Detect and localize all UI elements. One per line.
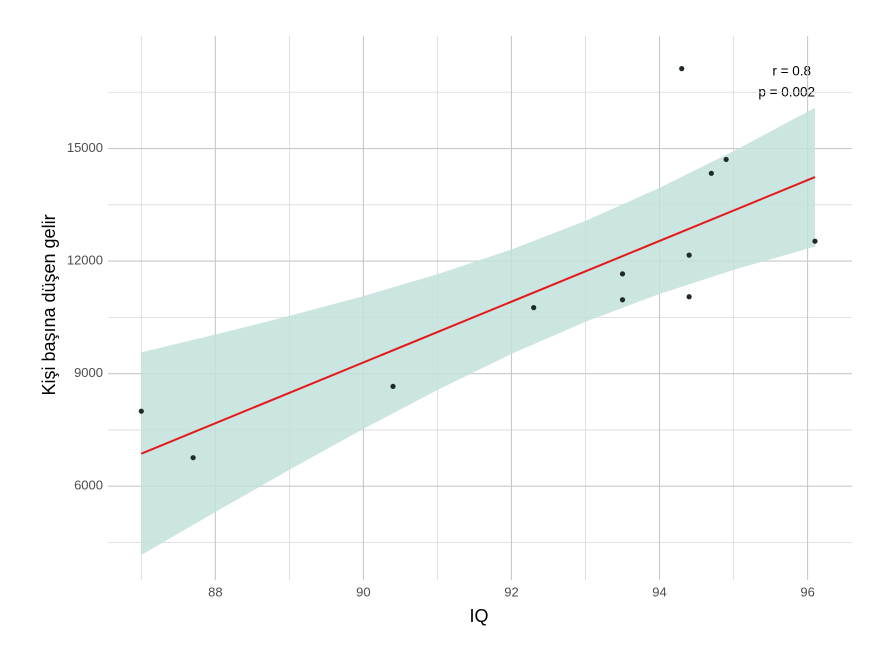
regression-line xyxy=(140,176,816,455)
point xyxy=(531,305,537,311)
point xyxy=(619,271,626,277)
x-tick-label: 90 xyxy=(356,584,370,599)
y-tick-label: 15000 xyxy=(67,140,103,155)
x-tick-label: 92 xyxy=(504,584,518,599)
point xyxy=(812,238,818,244)
point xyxy=(723,156,729,163)
y-tick-label: 12000 xyxy=(67,253,103,268)
y-axis-title: Kişi başına düşen gelir xyxy=(39,214,59,395)
x-tick-label: 94 xyxy=(652,584,666,599)
point xyxy=(708,170,714,176)
point xyxy=(190,455,196,461)
point xyxy=(686,294,692,300)
x-axis-title: IQ xyxy=(469,606,488,626)
point xyxy=(390,383,396,390)
point xyxy=(619,297,626,303)
x-tick-label: 96 xyxy=(800,584,814,599)
annotation: r = 0.8 xyxy=(772,64,811,79)
point xyxy=(679,66,685,72)
y-tick-label: 6000 xyxy=(74,478,103,493)
confidence-band xyxy=(141,107,815,555)
x-tick-label: 88 xyxy=(208,584,222,599)
point xyxy=(138,408,144,414)
point xyxy=(686,252,692,258)
y-tick-label: 9000 xyxy=(74,365,103,380)
